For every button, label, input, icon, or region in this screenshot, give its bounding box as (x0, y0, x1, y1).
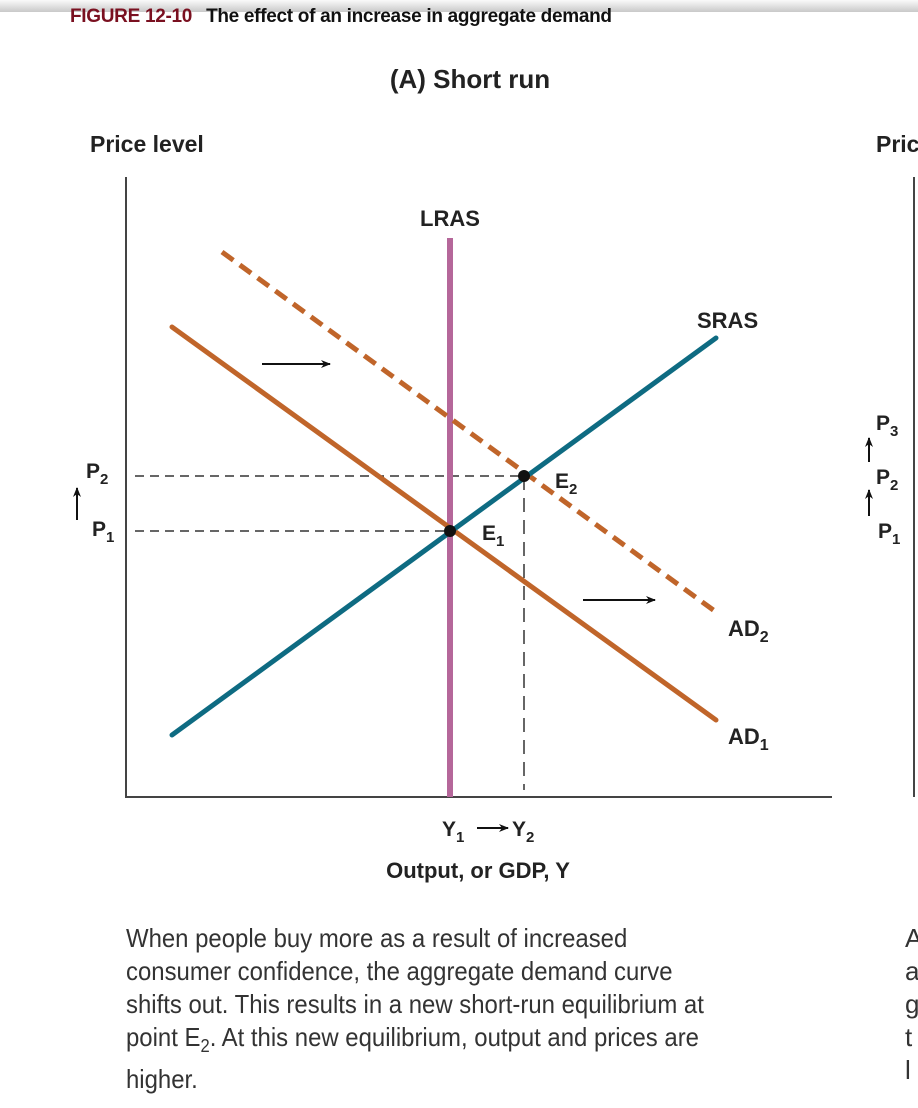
e1-point (444, 525, 456, 537)
y1-label: Y1 (442, 818, 464, 846)
e2-label: E2 (555, 470, 577, 498)
panel-b-p1-label: P1 (878, 520, 900, 548)
panel-a-caption: When people buy more as a result of incr… (126, 923, 704, 1095)
panel-b-caption-fragment: A a g t l (905, 923, 918, 1085)
p2-label: P2 (86, 460, 108, 488)
figure-number: FIGURE 12-10 (70, 6, 193, 27)
ad2-label: AD2 (728, 616, 769, 646)
y2-label: Y2 (512, 818, 534, 846)
p1-label: P1 (92, 518, 114, 546)
sras-label: SRAS (697, 308, 758, 333)
top-bar (0, 0, 918, 12)
panel-b-p3-label: P3 (876, 412, 898, 440)
ad1-label: AD1 (728, 724, 769, 754)
sras-curve (169, 335, 719, 738)
figure-title: FIGURE 12-10 The effect of an increase in… (70, 6, 612, 28)
x-axis-label: Output, or GDP, Y (386, 858, 570, 883)
e1-label: E1 (482, 522, 504, 550)
ad2-curve (220, 249, 718, 615)
figure-description: The effect of an increase in aggregate d… (206, 6, 612, 27)
panel-b-p2-label: P2 (876, 466, 898, 494)
panel-a-title: (A) Short run (390, 64, 550, 94)
ad1-curve (169, 324, 719, 723)
panel-b-y-axis-label: Pric (876, 131, 918, 157)
y-axis-label: Price level (90, 131, 204, 157)
e2-point (518, 470, 530, 482)
lras-label: LRAS (420, 206, 480, 231)
